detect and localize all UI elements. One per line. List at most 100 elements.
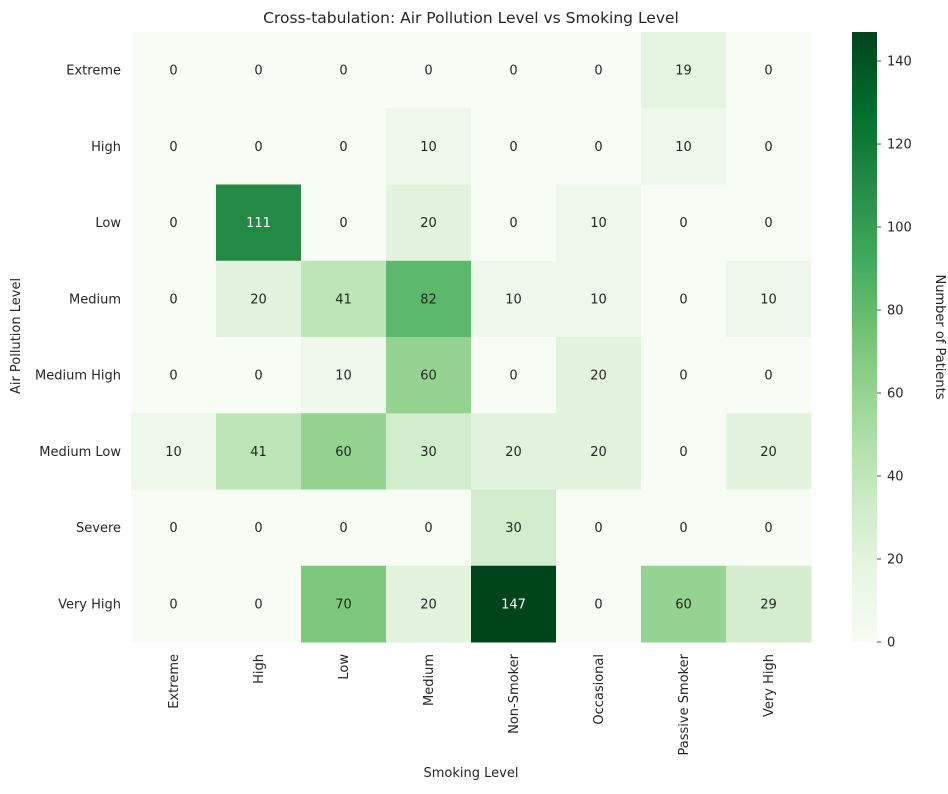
cell-value-label: 0 bbox=[594, 521, 602, 536]
heatmap-cell bbox=[556, 108, 642, 185]
heatmap-cell bbox=[641, 489, 727, 567]
cell-value-label: 0 bbox=[254, 369, 262, 384]
x-tick-label: Very High bbox=[762, 654, 777, 717]
x-tick-label: Extreme bbox=[167, 654, 182, 709]
colorbar-tick-label: 20 bbox=[887, 553, 904, 568]
cell-value-label: 0 bbox=[254, 597, 262, 612]
cell-value-label: 20 bbox=[250, 292, 267, 307]
heatmap-cell bbox=[726, 108, 812, 185]
heatmap-cell bbox=[471, 413, 557, 490]
cell-value-label: 20 bbox=[760, 445, 777, 460]
heatmap-cell bbox=[386, 184, 472, 262]
cell-value-label: 10 bbox=[675, 140, 692, 155]
heatmap-cell bbox=[726, 413, 812, 490]
heatmap-cell bbox=[726, 260, 812, 338]
heatmap-cell bbox=[556, 413, 642, 490]
heatmap-cell-labels: 0 0 0 0 0 0 19 0 0 0 0 10 0 0 10 0 0 111 0 20 0 10 0 0 0 20 41 82 10… bbox=[165, 64, 777, 613]
cell-value-label: 111 bbox=[246, 216, 271, 231]
cell-value-label: 0 bbox=[509, 64, 517, 79]
cell-value-label: 0 bbox=[764, 369, 772, 384]
heatmap-cell bbox=[301, 565, 387, 643]
cell-value-label: 30 bbox=[420, 445, 437, 460]
cell-value-label: 0 bbox=[424, 521, 432, 536]
cell-value-label: 20 bbox=[420, 597, 437, 612]
heatmap-cells bbox=[131, 32, 812, 643]
heatmap-cell bbox=[216, 413, 302, 490]
colorbar-tick-label: 60 bbox=[887, 387, 904, 402]
cell-value-label: 10 bbox=[590, 216, 607, 231]
heatmap-cell bbox=[131, 184, 217, 262]
cell-value-label: 60 bbox=[675, 597, 692, 612]
cell-value-label: 0 bbox=[424, 64, 432, 79]
heatmap-cell bbox=[641, 260, 727, 338]
heatmap-cell bbox=[471, 260, 557, 338]
cell-value-label: 0 bbox=[509, 140, 517, 155]
cell-value-label: 0 bbox=[254, 64, 262, 79]
cell-value-label: 0 bbox=[679, 521, 687, 536]
heatmap-cell bbox=[471, 337, 557, 414]
heatmap-cell bbox=[471, 489, 557, 567]
heatmap-cell bbox=[726, 565, 812, 643]
heatmap-cell bbox=[556, 337, 642, 414]
cell-value-label: 0 bbox=[509, 369, 517, 384]
heatmap-cell bbox=[131, 489, 217, 567]
cell-value-label: 0 bbox=[679, 369, 687, 384]
heatmap-cell bbox=[641, 413, 727, 490]
x-tick-label: High bbox=[252, 654, 267, 684]
cell-value-label: 19 bbox=[675, 64, 692, 79]
heatmap-cell bbox=[556, 260, 642, 338]
y-tick-label: Low bbox=[95, 216, 121, 231]
cell-value-label: 0 bbox=[594, 597, 602, 612]
cell-value-label: 0 bbox=[764, 521, 772, 536]
colorbar-tick-label: 40 bbox=[887, 470, 904, 485]
heatmap-cell bbox=[556, 565, 642, 643]
heatmap-cell bbox=[726, 32, 812, 109]
cell-value-label: 0 bbox=[764, 140, 772, 155]
heatmap-cell bbox=[641, 32, 727, 109]
heatmap-cell bbox=[386, 108, 472, 185]
heatmap-cell bbox=[301, 32, 387, 109]
y-tick-label: Medium Low bbox=[39, 445, 121, 460]
heatmap-cell bbox=[216, 32, 302, 109]
heatmap-cell bbox=[131, 337, 217, 414]
heatmap-cell bbox=[726, 337, 812, 414]
x-tick-label: Non-Smoker bbox=[507, 653, 522, 734]
cell-value-label: 70 bbox=[335, 597, 352, 612]
heatmap-cell bbox=[471, 565, 557, 643]
cell-value-label: 0 bbox=[254, 140, 262, 155]
cell-value-label: 0 bbox=[509, 216, 517, 231]
colorbar-tick-label: 120 bbox=[887, 138, 912, 153]
y-tick-label: Very High bbox=[58, 597, 121, 612]
cell-value-label: 0 bbox=[169, 521, 177, 536]
cell-value-label: 0 bbox=[339, 521, 347, 536]
heatmap-cell bbox=[726, 184, 812, 262]
heatmap-cell bbox=[556, 32, 642, 109]
heatmap-cell bbox=[301, 184, 387, 262]
x-tick-label: Medium bbox=[422, 654, 437, 706]
colorbar-ticks: 0 20 40 60 80 100 120 140 bbox=[877, 55, 912, 651]
cell-value-label: 20 bbox=[420, 216, 437, 231]
colorbar bbox=[852, 32, 877, 642]
cell-value-label: 0 bbox=[339, 140, 347, 155]
colorbar-tick-label: 80 bbox=[887, 304, 904, 319]
heatmap-cell bbox=[131, 32, 217, 109]
cell-value-label: 10 bbox=[165, 445, 182, 460]
cell-value-label: 10 bbox=[505, 292, 522, 307]
cell-value-label: 0 bbox=[764, 64, 772, 79]
heatmap-cell bbox=[216, 260, 302, 338]
cell-value-label: 10 bbox=[420, 140, 437, 155]
cell-value-label: 60 bbox=[420, 369, 437, 384]
heatmap-cell bbox=[131, 108, 217, 185]
heatmap-cell bbox=[726, 489, 812, 567]
cell-value-label: 30 bbox=[505, 521, 522, 536]
heatmap-cell bbox=[471, 108, 557, 185]
x-tick-label: Passive Smoker bbox=[677, 653, 692, 755]
heatmap-cell bbox=[386, 32, 472, 109]
y-tick-label: Medium High bbox=[35, 369, 121, 384]
heatmap-cell bbox=[641, 108, 727, 185]
heatmap-cell bbox=[556, 184, 642, 262]
heatmap-cell bbox=[301, 260, 387, 338]
cell-value-label: 20 bbox=[590, 369, 607, 384]
